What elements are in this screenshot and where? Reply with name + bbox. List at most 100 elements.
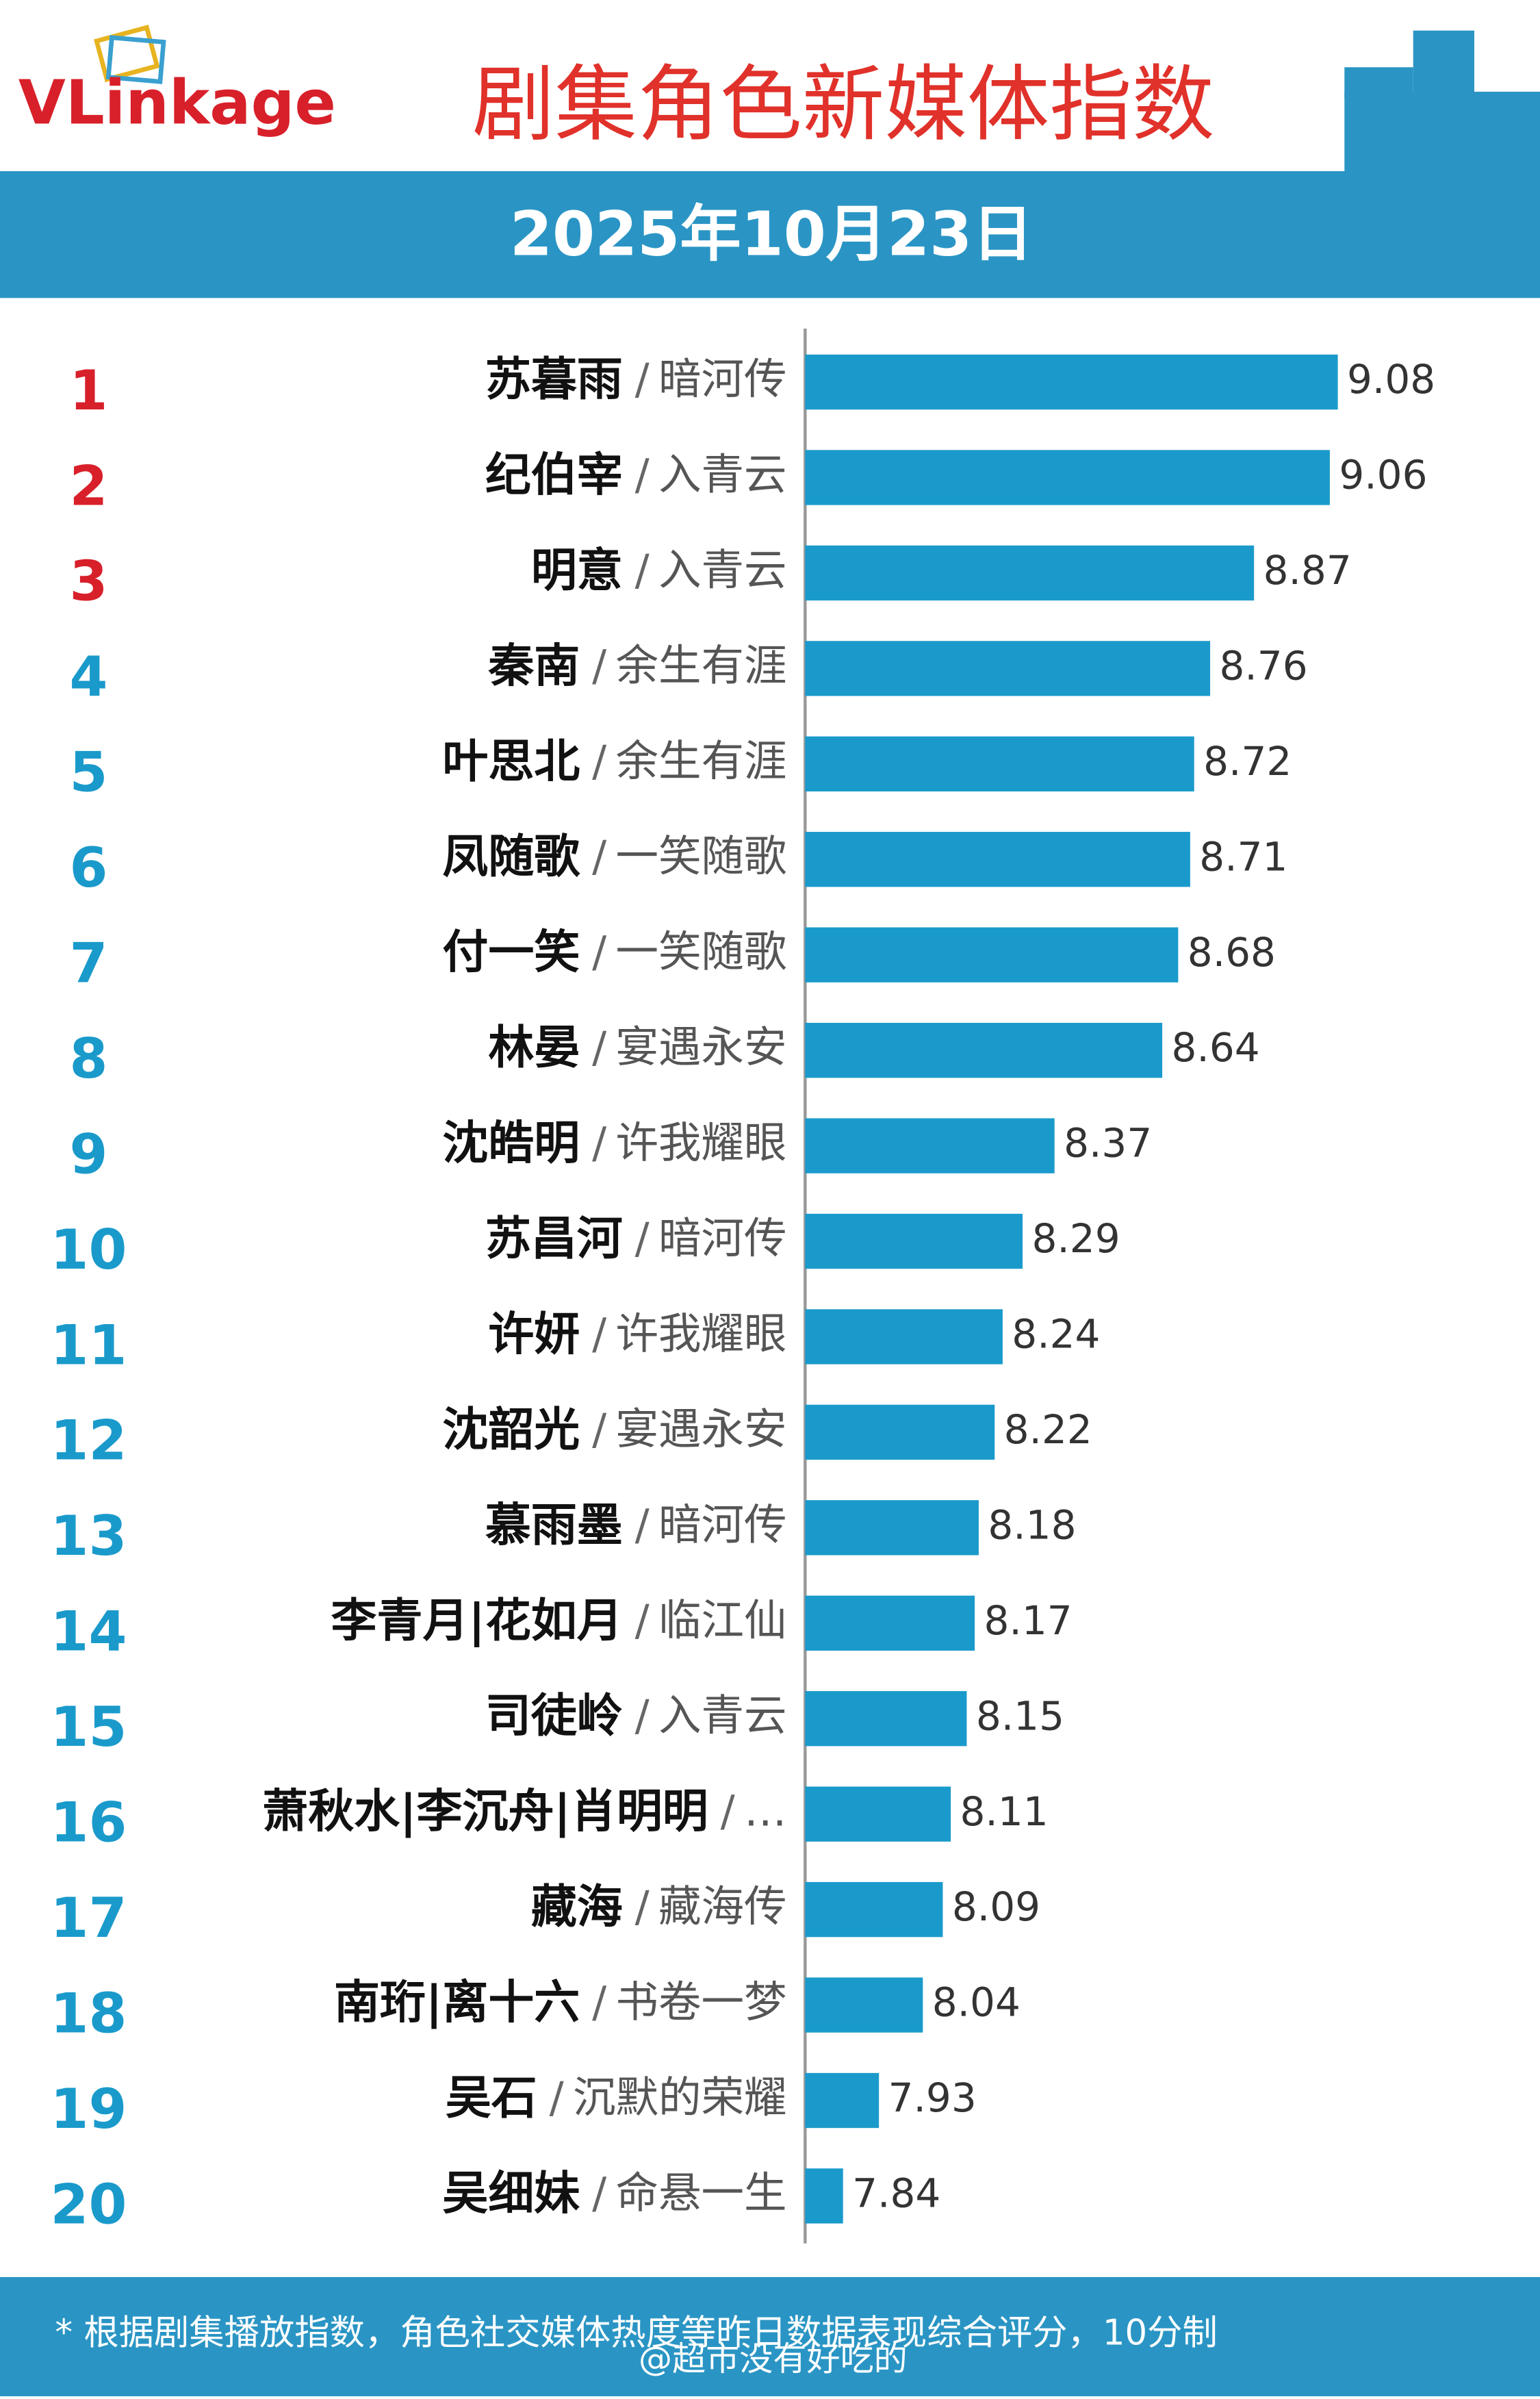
value-label: 8.15: [976, 1692, 1064, 1739]
category-label: 凤随歌 / 一笑随歌: [442, 830, 786, 883]
value-label: 9.06: [1339, 452, 1427, 498]
separator: /: [635, 1595, 650, 1645]
category-label: 秦南 / 余生有涯: [487, 639, 786, 692]
character-name: 秦南: [487, 639, 580, 692]
value-label: 8.71: [1199, 833, 1287, 880]
bar: [805, 1213, 1023, 1269]
show-name: 一笑随歌: [616, 831, 787, 881]
bar: [805, 1595, 975, 1651]
bar: [805, 641, 1211, 696]
separator: /: [592, 1404, 607, 1454]
rank-label: 13: [51, 1503, 127, 1568]
bar: [805, 1118, 1055, 1173]
character-name: 明意: [531, 543, 623, 596]
bar: [805, 1691, 967, 1747]
rank-label: 8: [70, 1026, 108, 1091]
character-name: 沈韶光: [442, 1402, 580, 1456]
category-label: 沈韶光 / 宴遇永安: [442, 1402, 786, 1456]
character-name: 吴细妹: [442, 2166, 580, 2220]
character-name: 叶思北: [442, 734, 580, 787]
separator: /: [592, 736, 607, 786]
podium-icon: [1344, 30, 1540, 171]
category-label: 吴石 / 沉默的荣耀: [446, 2071, 787, 2124]
rank-label: 15: [51, 1694, 127, 1759]
value-label: 8.24: [1012, 1311, 1100, 1358]
separator: /: [635, 545, 650, 595]
show-name: 暗河传: [658, 1499, 787, 1549]
separator: /: [592, 1022, 607, 1072]
show-name: 许我耀眼: [616, 1118, 787, 1168]
category-label: 南珩|离十六 / 书卷一梦: [334, 1975, 787, 2029]
value-label: 8.87: [1263, 547, 1352, 594]
separator: /: [592, 831, 607, 881]
show-name: 命悬一生: [616, 2168, 787, 2218]
category-label: 林晏 / 宴遇永安: [488, 1021, 786, 1074]
bar: [805, 354, 1338, 410]
value-label: 8.64: [1171, 1024, 1259, 1071]
bar: [805, 545, 1255, 601]
separator: /: [721, 1786, 736, 1836]
logo-icon: [94, 25, 166, 84]
show-name: 藏海传: [658, 1881, 787, 1931]
character-name: 凤随歌: [442, 830, 580, 883]
value-label: 8.09: [952, 1883, 1040, 1930]
separator: /: [635, 1881, 650, 1931]
value-label: 8.76: [1219, 642, 1307, 689]
rank-label: 2: [70, 453, 108, 518]
bar: [805, 1022, 1163, 1078]
separator: /: [550, 2072, 565, 2122]
show-name: 书卷一梦: [616, 1977, 787, 2027]
character-name: 苏暮雨: [485, 353, 623, 406]
category-label: 许妍 / 许我耀眼: [488, 1307, 786, 1360]
category-label: 明意 / 入青云: [531, 543, 787, 596]
rank-label: 19: [51, 2077, 127, 2141]
value-label: 8.18: [988, 1501, 1076, 1548]
value-label: 8.29: [1031, 1215, 1120, 1262]
value-label: 9.08: [1347, 356, 1435, 403]
bar: [805, 736, 1194, 791]
bar: [805, 1309, 1003, 1364]
character-name: 李青月|花如月: [331, 1593, 623, 1647]
value-label: 8.11: [960, 1788, 1049, 1835]
value-label: 7.84: [852, 2170, 940, 2217]
rank-label: 10: [51, 1217, 127, 1282]
value-label: 8.72: [1203, 738, 1292, 785]
show-name: 余生有涯: [616, 736, 787, 786]
category-label: 萧秋水|李沉舟|肖明明 /…: [262, 1784, 786, 1838]
rank-label: 7: [70, 931, 108, 995]
header-band: [0, 171, 1540, 299]
bar: [805, 1881, 943, 1938]
show-name: 余生有涯: [616, 640, 787, 690]
show-name: 一笑随歌: [616, 927, 787, 977]
rank-label: 1: [70, 358, 108, 422]
category-label: 慕雨墨 / 暗河传: [485, 1498, 787, 1551]
category-label: 苏暮雨 / 暗河传: [485, 353, 787, 406]
character-name: 林晏: [488, 1021, 580, 1074]
separator: /: [592, 2168, 607, 2218]
category-label: 苏昌河 / 暗河传: [485, 1212, 787, 1265]
bar: [805, 2072, 880, 2129]
character-name: 许妍: [488, 1307, 580, 1360]
rank-label: 4: [70, 644, 108, 709]
show-name: 宴遇永安: [616, 1404, 787, 1454]
rank-label: 14: [51, 1599, 127, 1664]
rank-label: 6: [70, 835, 108, 900]
bar: [805, 927, 1179, 982]
show-name: …: [744, 1786, 787, 1836]
category-label: 沈皓明 / 许我耀眼: [442, 1116, 786, 1169]
value-label: 8.17: [984, 1597, 1072, 1644]
character-name: 藏海: [531, 1880, 623, 1933]
rank-label: 16: [51, 1790, 127, 1854]
character-name: 吴石: [446, 2071, 537, 2124]
character-name: 付一笑: [442, 925, 580, 978]
separator: /: [635, 354, 650, 404]
separator: /: [592, 1118, 607, 1168]
value-label: 7.93: [888, 2074, 977, 2121]
rank-label: 3: [70, 549, 108, 613]
rows: 1 苏暮雨 / 暗河传 9.082 纪伯宰 / 入青云 9.063 明意 / 入青云 8.874 秦南 / 余…: [51, 353, 1436, 2237]
show-name: 临江仙: [658, 1595, 787, 1645]
rank-label: 17: [51, 1886, 127, 1950]
show-name: 许我耀眼: [616, 1309, 787, 1359]
show-name: 沉默的荣耀: [573, 2072, 787, 2122]
